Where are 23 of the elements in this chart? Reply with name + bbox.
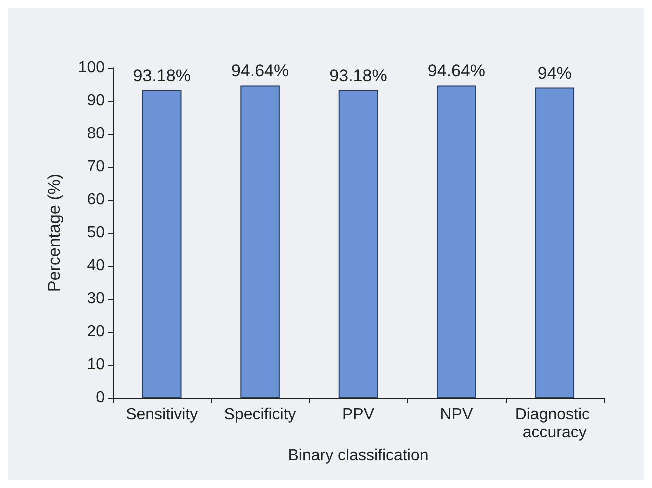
y-axis-title: Percentage (%)	[45, 174, 64, 292]
x-axis-title: Binary classification	[288, 448, 429, 464]
x-tick-label: NPV	[440, 406, 474, 424]
y-tick-label: 80	[87, 126, 106, 142]
x-tick-label: Diagnostic accuracy	[515, 406, 594, 442]
data-label: 93.18%	[330, 66, 388, 86]
y-tick-label: 20	[87, 324, 106, 340]
y-tick-label: 10	[87, 356, 106, 374]
y-tick-label: 100	[78, 60, 106, 76]
data-label: 94.64%	[231, 62, 290, 81]
x-tick-label: PPV	[342, 406, 375, 424]
y-tick-label: 90	[87, 92, 106, 110]
data-label: 93.18%	[133, 66, 191, 86]
data-label: 94%	[538, 64, 572, 83]
y-tick-label: 30	[87, 290, 106, 308]
data-label: 94.64%	[428, 62, 486, 81]
y-tick-label: 0	[96, 390, 106, 406]
x-tick-label: Specificity	[224, 406, 296, 424]
x-tick-label: Sensitivity	[126, 406, 198, 424]
y-tick-label: 50	[87, 224, 106, 242]
y-tick-label: 40	[87, 258, 106, 274]
y-tick-label: 60	[87, 192, 106, 208]
y-tick-label: 70	[87, 158, 106, 176]
